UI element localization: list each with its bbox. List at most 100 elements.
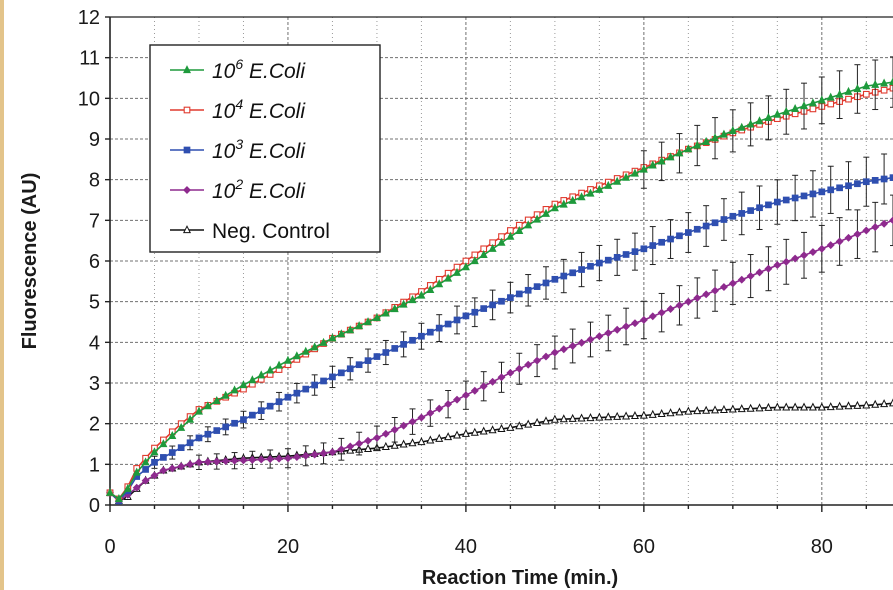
data-point-marker: [364, 436, 372, 445]
data-point-marker: [604, 412, 613, 421]
data-point-marker: [862, 400, 871, 409]
data-point-marker: [800, 101, 809, 110]
x-tick-label: 60: [633, 536, 655, 558]
data-point-marker: [791, 402, 800, 411]
data-point-marker: [630, 168, 639, 177]
data-point-marker: [257, 370, 266, 379]
data-point-marker: [568, 413, 577, 422]
data-point-marker: [283, 355, 292, 364]
data-point-marker: [337, 369, 345, 377]
data-point-marker: [257, 407, 265, 415]
data-point-marker: [213, 427, 221, 434]
legend-label-exponent: 4: [235, 96, 243, 112]
data-point-marker: [728, 279, 737, 288]
data-point-marker: [826, 402, 835, 411]
data-point-marker: [391, 345, 399, 352]
data-point-marker: [693, 294, 702, 302]
legend-label: Neg. Control: [212, 220, 330, 243]
data-point-marker: [212, 395, 221, 404]
data-point-marker: [889, 174, 893, 181]
data-point-marker: [648, 409, 657, 418]
data-point-marker: [666, 408, 675, 417]
data-point-marker: [569, 269, 577, 277]
data-point-marker: [613, 253, 621, 261]
data-point-marker: [622, 172, 631, 181]
legend-item: 102 E.Coli: [170, 176, 306, 203]
data-point-marker: [657, 308, 666, 317]
data-point-marker: [159, 439, 168, 448]
data-point-marker: [168, 449, 176, 456]
data-point-marker: [182, 225, 192, 234]
data-point-marker: [782, 257, 791, 266]
data-point-marker: [711, 219, 719, 227]
legend-label: 106 E.Coli: [212, 56, 306, 83]
data-point-marker: [773, 198, 781, 206]
data-point-marker: [773, 261, 782, 270]
data-point-marker: [435, 404, 444, 413]
y-tick-label: 10: [78, 88, 100, 110]
data-point-marker: [737, 404, 746, 413]
data-point-marker: [337, 329, 346, 338]
data-point-marker: [195, 458, 203, 467]
x-tick-labels: 0 20 40 60 80: [104, 505, 868, 558]
data-point-marker: [417, 413, 426, 422]
data-point-marker: [381, 441, 390, 450]
data-point-marker: [737, 122, 746, 131]
data-point-marker: [533, 214, 542, 223]
data-point-marker: [746, 119, 755, 128]
data-point-marker: [435, 279, 444, 288]
data-point-marker: [880, 219, 889, 228]
data-point-marker: [639, 164, 648, 173]
data-point-marker: [541, 416, 550, 425]
data-point-marker: [613, 325, 622, 334]
data-point-marker: [817, 95, 826, 104]
data-point-marker: [684, 144, 693, 153]
data-point-marker: [346, 442, 355, 451]
legend-label-base: 10: [212, 180, 236, 203]
y-tick-label: 5: [89, 292, 100, 314]
data-point-marker: [488, 425, 497, 434]
legend-item: 103 E.Coli: [170, 136, 306, 163]
data-point-marker: [240, 416, 247, 423]
data-point-marker: [461, 391, 470, 400]
data-point-marker: [577, 338, 586, 347]
data-point-marker: [746, 403, 755, 412]
data-point-marker: [346, 365, 354, 373]
data-point-marker: [676, 232, 683, 240]
data-point-marker: [871, 79, 880, 88]
data-point-marker: [506, 422, 515, 431]
data-point-marker: [888, 398, 893, 407]
data-point-marker: [293, 389, 301, 397]
data-point-marker: [515, 290, 523, 298]
data-point-marker: [381, 429, 390, 438]
data-point-marker: [595, 412, 604, 421]
data-point-marker: [800, 402, 809, 411]
data-point-marker: [390, 425, 399, 434]
data-point-marker: [328, 448, 337, 457]
data-point-marker: [728, 125, 737, 134]
data-point-marker: [693, 406, 702, 415]
data-point-marker: [390, 304, 399, 313]
data-point-marker: [159, 466, 168, 475]
data-point-marker: [542, 279, 550, 287]
data-point-marker: [596, 259, 603, 267]
data-point-marker: [195, 434, 203, 442]
data-point-marker: [470, 386, 479, 395]
data-point-marker: [399, 299, 408, 308]
data-point-marker: [889, 84, 893, 92]
data-point-marker: [480, 305, 488, 312]
data-point-marker: [568, 195, 577, 204]
data-point-marker: [453, 267, 462, 276]
data-point-marker: [845, 95, 852, 103]
data-point-marker: [444, 320, 452, 328]
data-point-marker: [702, 405, 711, 414]
data-point-marker: [328, 333, 337, 342]
legend-label-base: 10: [212, 100, 236, 123]
data-point-marker: [399, 439, 408, 448]
data-point-marker: [183, 186, 191, 194]
data-point-marker: [381, 308, 390, 317]
y-tick-label: 4: [89, 332, 100, 354]
data-point-marker: [355, 361, 363, 369]
data-point-marker: [648, 312, 657, 321]
data-point-marker: [183, 106, 191, 114]
